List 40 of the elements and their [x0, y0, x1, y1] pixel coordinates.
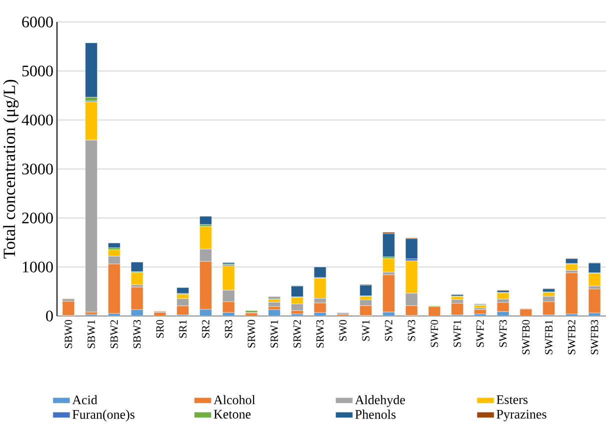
legend-label: Phenols: [355, 410, 396, 419]
x-tick-label: SRW0: [248, 320, 256, 348]
legend-label: Ketone: [214, 410, 251, 419]
x-tick-label: SWF0: [430, 320, 438, 347]
legend-label: Furan(one)s: [72, 410, 134, 422]
x-tick-label: SWFB1: [545, 320, 553, 354]
x-tick-label: SRW2: [293, 320, 301, 348]
x-tick-label: SR1: [179, 320, 187, 338]
x-tick-label: SWF3: [499, 320, 507, 347]
x-tick-label: SWFB3: [590, 320, 598, 354]
x-tick-label: SBW1: [88, 320, 96, 348]
y-tick-label: 5000: [22, 66, 53, 76]
legend-label: Pyrazines: [496, 410, 546, 422]
x-tick-label: SWF2: [476, 320, 484, 347]
x-tick-label: SWFB0: [522, 320, 530, 354]
y-tick-label: 3000: [22, 164, 53, 174]
x-tick-label: SBW2: [110, 320, 118, 348]
x-tick-label: SWF1: [454, 320, 462, 347]
x-tick-label: SW2: [384, 320, 392, 341]
x-tick-label: SR2: [202, 320, 210, 338]
x-tick-label: SWFB2: [568, 320, 576, 354]
x-tick-label: SR3: [224, 320, 232, 338]
x-tick-label: SBW3: [133, 320, 141, 348]
y-tick-label: 0: [46, 310, 53, 322]
y-tick-label: 1000: [22, 262, 53, 272]
x-tick-label: SRW1: [270, 320, 278, 348]
x-tick-label: SBW0: [64, 320, 72, 348]
legend-label: Esters: [496, 395, 528, 404]
y-tick-label: 6000: [22, 16, 53, 28]
legend-label: Alcohol: [214, 395, 256, 404]
x-tick-label: SR0: [156, 320, 164, 338]
x-tick-label: SRW3: [316, 320, 324, 348]
legend-label: Acid: [72, 395, 98, 404]
x-tick-label: SW1: [362, 320, 370, 341]
y-tick-label: 2000: [22, 212, 53, 224]
y-tick-label: 4000: [22, 114, 53, 126]
x-tick-label: SW3: [408, 320, 416, 341]
y-axis-title: Total concentration (μg/L): [3, 80, 19, 259]
legend-label: Aldehyde: [354, 395, 405, 407]
x-tick-label: SW0: [339, 320, 347, 341]
